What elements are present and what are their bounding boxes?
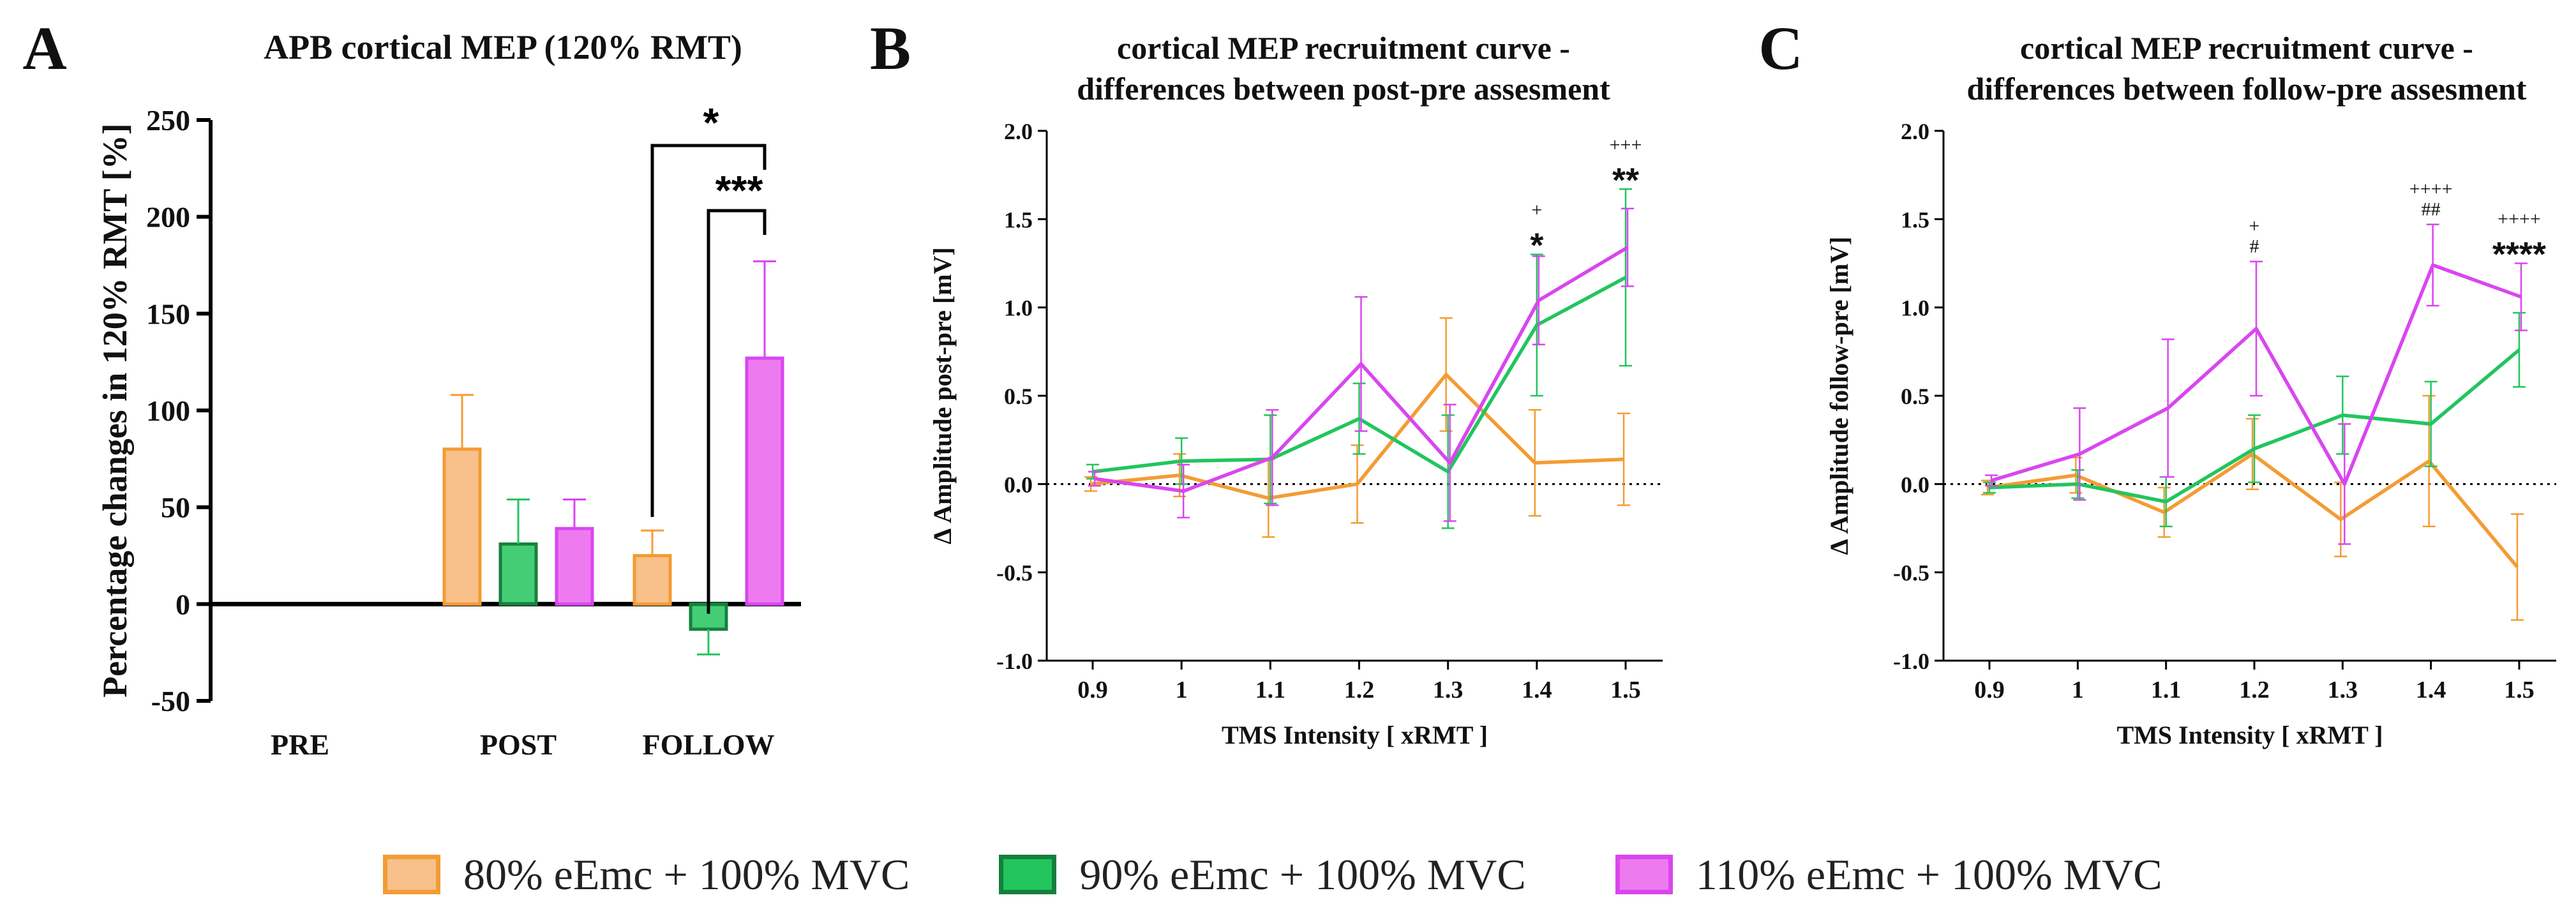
bar — [633, 554, 672, 606]
x-axis-label: TMS Intensity [ xRMT ] — [2116, 721, 2383, 749]
significance-label: ++++ — [2497, 209, 2541, 230]
panel-label: B — [870, 14, 911, 82]
x-tick-label: 1 — [2072, 677, 2084, 703]
y-tick-label: -1.0 — [1893, 649, 1929, 674]
y-tick-label: 100 — [146, 394, 190, 427]
y-tick-label: 250 — [146, 104, 190, 137]
series-line — [1989, 348, 2520, 504]
y-tick-label: 150 — [146, 297, 190, 330]
y-tick-label: 0.0 — [1901, 472, 1929, 497]
bar — [442, 447, 482, 606]
legend-label: 80% eEmc + 100% MVC — [463, 850, 910, 899]
significance-label: +++ — [1610, 134, 1642, 155]
y-tick-label: 1.0 — [1901, 296, 1929, 321]
y-axis-label: Percentage changes in 120% RMT [%] — [96, 123, 134, 697]
y-tick-label: 1.5 — [1004, 207, 1033, 232]
x-tick-label: 1.5 — [1610, 677, 1641, 703]
y-tick-label: 1.0 — [1004, 296, 1033, 321]
significance-label: + — [1531, 200, 1542, 221]
chart-title: differences between post-pre assesment — [1077, 71, 1610, 107]
y-tick-label: 200 — [146, 201, 190, 234]
legend-item-80: 80% eEmc + 100% MVC — [383, 850, 910, 900]
series-line — [1092, 276, 1627, 474]
x-tick-label: 1.3 — [2328, 677, 2358, 703]
panel-label: A — [22, 14, 66, 82]
series-line — [1094, 246, 1629, 493]
x-tick-label: 1.5 — [2504, 677, 2535, 703]
x-axis-label: TMS Intensity [ xRMT ] — [1222, 721, 1488, 749]
significance-label: + — [2249, 216, 2260, 237]
y-tick-label: -50 — [151, 685, 190, 717]
bar — [745, 356, 784, 606]
series-line — [1991, 263, 2522, 486]
chart-title: cortical MEP recruitment curve - — [1117, 30, 1570, 66]
legend-item-90: 90% eEmc + 100% MVC — [999, 850, 1526, 900]
significance-label: # — [2250, 236, 2259, 257]
x-tick-label: 1.1 — [1255, 677, 1286, 703]
significance-label: **** — [2492, 236, 2546, 274]
legend-label: 110% eEmc + 100% MVC — [1695, 850, 2162, 899]
chart-title: APB cortical MEP (120% RMT) — [264, 28, 742, 66]
legend-swatch-orange — [383, 855, 440, 894]
y-tick-label: 2.0 — [1004, 119, 1033, 144]
y-tick-label: 0.5 — [1004, 384, 1033, 409]
y-tick-label: 0 — [176, 588, 190, 620]
series-line — [1090, 373, 1624, 500]
x-tick-label: 1.2 — [1344, 677, 1375, 703]
x-tick-label: 1.4 — [1522, 677, 1552, 703]
chart-title: cortical MEP recruitment curve - — [2020, 30, 2473, 66]
y-axis-label: Δ Amplitude post-pre [mV] — [928, 247, 957, 544]
y-tick-label: 0.5 — [1901, 384, 1929, 409]
y-tick-label: 1.5 — [1901, 207, 1929, 232]
y-tick-label: 50 — [161, 492, 190, 524]
legend-item-110: 110% eEmc + 100% MVC — [1615, 850, 2162, 900]
y-tick-label: -0.5 — [996, 560, 1033, 586]
figure-canvas: A B C APB cortical MEP (120% RMT) Percentage… — [22, 14, 2556, 761]
panel-label: C — [1758, 14, 1802, 82]
bar — [555, 527, 594, 606]
y-tick-label: 0.0 — [1004, 472, 1033, 497]
legend: 80% eEmc + 100% MVC 90% eEmc + 100% MVC … — [383, 843, 2298, 906]
y-tick-label: -1.0 — [996, 649, 1033, 674]
x-tick-label: 1.1 — [2151, 677, 2182, 703]
significance-label: * — [703, 100, 719, 146]
significance-label: * — [1530, 227, 1543, 265]
y-tick-label: -0.5 — [1893, 560, 1929, 586]
y-axis-label: Δ Amplitude follow-pre [mV] — [1825, 237, 1853, 555]
significance-bracket — [650, 144, 767, 517]
significance-label: ## — [2422, 199, 2441, 220]
x-tick-label: 1.3 — [1433, 677, 1464, 703]
chart-title: differences between follow-pre assesment — [1966, 71, 2526, 107]
significance-label: ** — [1612, 161, 1639, 199]
bar — [498, 542, 538, 606]
y-tick-label: 2.0 — [1901, 119, 1929, 144]
x-tick-label: 0.9 — [1974, 677, 2005, 703]
significance-bracket — [707, 209, 767, 614]
x-tick-label: FOLLOW — [642, 728, 774, 761]
legend-swatch-magenta — [1615, 855, 1673, 894]
x-tick-label: POST — [480, 728, 557, 761]
x-tick-label: 1.2 — [2239, 677, 2270, 703]
legend-swatch-green — [999, 855, 1057, 894]
significance-label: *** — [715, 167, 763, 213]
series-line — [1987, 452, 2519, 569]
x-tick-label: 0.9 — [1077, 677, 1108, 703]
legend-label: 90% eEmc + 100% MVC — [1079, 850, 1526, 899]
x-tick-label: 1.4 — [2416, 677, 2446, 703]
x-tick-label: 1 — [1176, 677, 1188, 703]
significance-label: ++++ — [2409, 179, 2453, 200]
x-tick-label: PRE — [271, 728, 329, 761]
